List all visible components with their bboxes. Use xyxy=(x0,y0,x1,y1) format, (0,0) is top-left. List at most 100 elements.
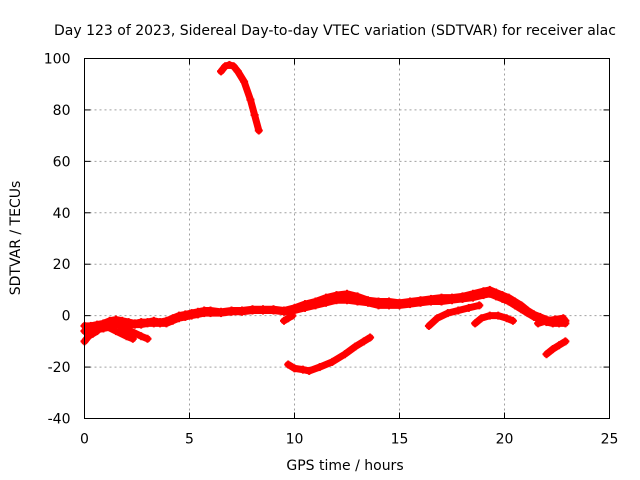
data-point xyxy=(246,95,255,104)
data-point xyxy=(229,62,238,71)
data-point xyxy=(238,307,246,316)
plot-frame xyxy=(84,58,610,419)
series-line-arc-6 xyxy=(116,322,151,343)
x-tick-label: 20 xyxy=(496,432,514,448)
series-line-arc-12 xyxy=(543,337,569,358)
data-point xyxy=(555,341,564,350)
data-point xyxy=(269,306,278,315)
data-point xyxy=(458,294,467,303)
x-tick-label: 15 xyxy=(391,432,409,448)
data-point xyxy=(290,364,299,373)
x-tick-label: 25 xyxy=(601,432,619,448)
data-point xyxy=(559,314,568,323)
data-point xyxy=(443,309,452,318)
data-point xyxy=(542,350,551,359)
data-point xyxy=(464,303,473,312)
data-point xyxy=(101,321,110,330)
data-point xyxy=(181,312,190,321)
data-point xyxy=(550,315,559,324)
data-point xyxy=(217,67,225,76)
data-point xyxy=(248,306,257,315)
x-tick-label: 10 xyxy=(286,432,304,448)
data-point xyxy=(168,316,177,325)
y-tick-label: 40 xyxy=(53,206,71,222)
y-tick-label: 100 xyxy=(44,52,71,68)
data-point xyxy=(494,311,503,320)
data-point xyxy=(259,306,267,315)
data-point xyxy=(137,320,146,329)
data-point xyxy=(288,311,297,320)
y-tick-label: 20 xyxy=(53,257,71,273)
data-point xyxy=(137,332,146,341)
data-point xyxy=(221,62,230,71)
data-point xyxy=(301,303,309,312)
y-tick-label: 60 xyxy=(53,154,71,170)
y-tick-label: -20 xyxy=(48,360,71,376)
series-layer xyxy=(80,60,570,375)
data-point xyxy=(561,337,570,346)
data-point xyxy=(187,311,196,320)
series-line-arc-5 xyxy=(102,322,137,343)
data-point xyxy=(542,316,551,325)
data-point xyxy=(322,298,330,307)
data-point xyxy=(485,289,494,298)
data-point xyxy=(437,297,446,306)
data-point xyxy=(250,111,259,120)
data-point xyxy=(475,301,484,310)
x-tick-label: 0 xyxy=(80,432,89,448)
data-point xyxy=(366,333,375,342)
data-point xyxy=(193,310,202,319)
data-point xyxy=(504,297,513,306)
data-point xyxy=(217,309,225,318)
data-point xyxy=(254,126,263,135)
data-point xyxy=(284,360,293,369)
data-point xyxy=(284,314,293,323)
data-point xyxy=(225,60,234,69)
data-point xyxy=(88,329,97,338)
data-point xyxy=(353,297,362,306)
data-point xyxy=(128,334,137,343)
data-point xyxy=(240,77,249,86)
data-point xyxy=(548,345,557,354)
y-tick-label: 0 xyxy=(62,309,71,325)
data-point xyxy=(448,296,456,305)
data-point xyxy=(143,334,152,343)
data-point xyxy=(534,319,543,328)
data-point xyxy=(328,357,337,366)
data-point xyxy=(175,314,183,323)
data-point xyxy=(517,305,526,314)
data-point xyxy=(227,307,236,316)
data-point xyxy=(385,301,393,310)
data-point xyxy=(508,316,517,325)
data-point xyxy=(305,366,314,375)
x-tick-label: 5 xyxy=(185,432,194,448)
data-point xyxy=(280,307,288,316)
series-line-arc-1 xyxy=(217,61,263,134)
y-tick-label: 80 xyxy=(53,103,71,119)
data-point xyxy=(424,321,433,330)
data-point xyxy=(523,309,532,318)
data-point xyxy=(112,327,120,336)
data-point xyxy=(406,300,414,309)
data-point xyxy=(332,296,341,305)
data-point xyxy=(529,312,538,321)
data-point xyxy=(206,309,215,318)
y-tick-label: -40 xyxy=(48,412,71,428)
data-point xyxy=(454,306,463,315)
data-point xyxy=(479,291,488,300)
axes: 0 5 10 15 20 25 -40 -20 0 20 40 60 80 100 xyxy=(44,52,619,448)
grid xyxy=(84,58,610,419)
data-point xyxy=(492,292,501,301)
data-point xyxy=(315,363,324,372)
data-point xyxy=(502,314,511,323)
chart-title: Day 123 of 2023, Sidereal Day-to-day VTE… xyxy=(54,23,616,39)
data-point xyxy=(364,298,372,307)
data-point xyxy=(469,293,477,302)
data-point xyxy=(84,332,93,341)
data-point xyxy=(374,301,383,310)
data-point xyxy=(233,67,242,76)
series-line-arc-11 xyxy=(534,314,567,327)
data-point xyxy=(395,301,404,310)
data-point xyxy=(116,321,125,330)
